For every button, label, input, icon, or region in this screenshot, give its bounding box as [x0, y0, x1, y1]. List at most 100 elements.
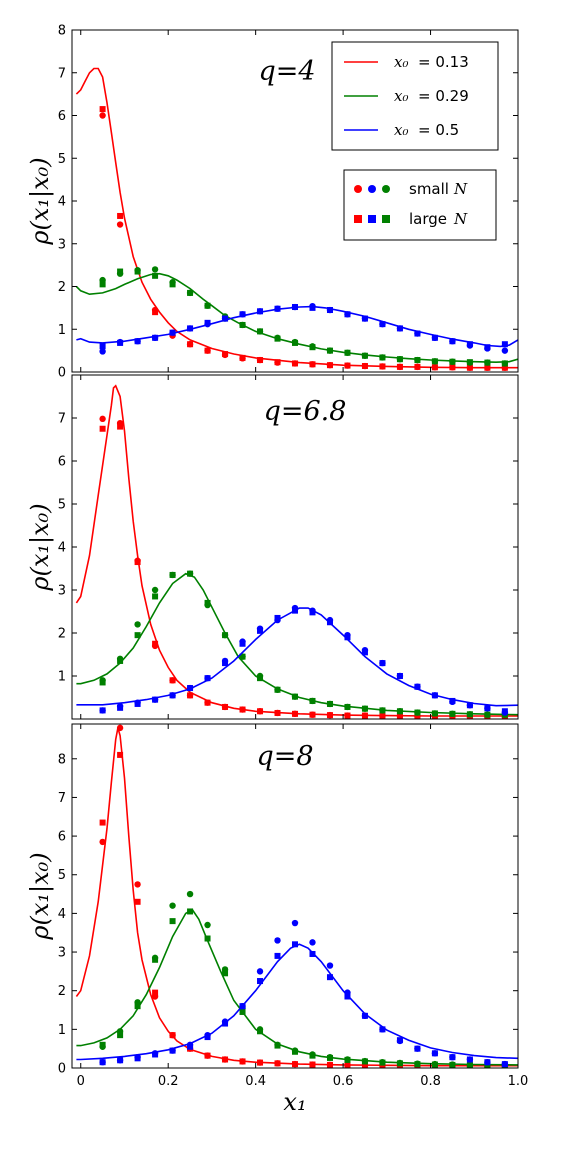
series-line — [75, 272, 518, 364]
point-large-n — [169, 1032, 176, 1039]
point-small-n — [134, 621, 141, 628]
point-large-n — [134, 898, 141, 905]
point-small-n — [169, 902, 176, 909]
point-large-n — [379, 363, 386, 370]
point-large-n — [414, 713, 421, 719]
point-large-n — [414, 363, 421, 370]
point-large-n — [449, 1061, 456, 1068]
y-tick-label: 8 — [58, 752, 66, 767]
point-large-n — [99, 106, 106, 113]
point-small-n — [291, 919, 299, 927]
legend-value: = 0.29 — [418, 87, 469, 105]
point-large-n — [326, 974, 333, 981]
point-large-n — [169, 692, 176, 699]
x-tick-label: 0.6 — [333, 1074, 354, 1089]
series-1 — [75, 724, 518, 1068]
point-large-n — [117, 268, 124, 275]
point-large-n — [152, 956, 159, 963]
point-large-n — [274, 709, 281, 716]
y-tick-label: 5 — [58, 498, 66, 513]
point-large-n — [414, 683, 421, 690]
point-large-n — [169, 677, 176, 684]
point-large-n — [431, 334, 438, 341]
point-large-n — [361, 705, 368, 712]
point-large-n — [169, 1047, 176, 1054]
point-large-n — [239, 1058, 246, 1065]
legend-box — [343, 169, 497, 241]
point-large-n — [309, 344, 316, 351]
point-large-n — [274, 335, 281, 342]
point-large-n — [274, 614, 281, 621]
point-large-n — [239, 354, 246, 361]
panel-3: 0 1 2 3 4 5 6 7 8 0 0.2 0.4 0.6 0.8 1.0 q=8 ρ(x₁|x₀) x₁ — [26, 723, 529, 1116]
point-small-n — [134, 881, 141, 888]
point-large-n — [414, 1061, 421, 1068]
legend-symbol: x₀ — [394, 121, 408, 139]
point-small-n — [116, 221, 124, 228]
point-large-n — [484, 364, 491, 371]
point-large-n — [274, 686, 281, 693]
point-large-n — [309, 304, 316, 311]
point-large-n — [326, 712, 333, 719]
legend-value: = 0.13 — [418, 53, 469, 71]
point-large-n — [431, 364, 438, 371]
point-small-n — [186, 890, 194, 898]
series-line — [75, 727, 518, 1067]
point-large-n — [431, 1061, 438, 1068]
x-tick-label: 0.2 — [158, 1074, 179, 1089]
series-2 — [75, 266, 518, 367]
point-large-n — [361, 712, 368, 719]
y-tick-label: 2 — [58, 627, 66, 642]
series-line — [75, 67, 518, 369]
point-large-n — [204, 935, 211, 942]
point-large-n — [361, 315, 368, 322]
point-large-n — [152, 989, 159, 996]
y-tick-label: 4 — [58, 195, 66, 210]
point-small-n — [151, 586, 159, 594]
series-3 — [76, 604, 518, 716]
point-large-n — [117, 1032, 124, 1039]
point-large-n — [257, 708, 264, 715]
point-large-n — [379, 1059, 386, 1066]
y-tick-label: 2 — [58, 984, 66, 999]
point-large-n — [344, 993, 351, 1000]
point-large-n — [466, 711, 473, 718]
point-large-n — [99, 425, 106, 432]
point-large-n — [501, 364, 508, 371]
legend-value: = 0.5 — [418, 121, 459, 139]
y-tick-label: 4 — [58, 541, 66, 556]
y-tick-label: 5 — [58, 152, 66, 167]
point-large-n — [449, 697, 456, 704]
series-2 — [76, 570, 518, 718]
point-large-n — [99, 1041, 106, 1048]
plot-frame — [71, 723, 519, 1069]
point-large-n — [501, 360, 508, 367]
legend-marker-circle — [354, 185, 362, 193]
y-tick-label: 4 — [58, 907, 66, 922]
point-large-n — [152, 593, 159, 600]
point-large-n — [99, 679, 106, 686]
point-large-n — [484, 359, 491, 366]
point-large-n — [239, 1008, 246, 1015]
y-tick-label: 3 — [58, 584, 66, 599]
legend-math: N — [453, 180, 468, 198]
point-large-n — [117, 657, 124, 664]
point-large-n — [134, 559, 141, 566]
chart-title: q=6.8 — [264, 396, 347, 427]
x-tick-label: 1.0 — [508, 1074, 529, 1089]
point-large-n — [361, 1012, 368, 1019]
point-large-n — [169, 918, 176, 925]
y-tick-label: 3 — [58, 946, 66, 961]
point-large-n — [187, 692, 194, 699]
y-tick-label: 6 — [58, 830, 66, 845]
point-large-n — [239, 321, 246, 328]
point-large-n — [326, 362, 333, 369]
point-large-n — [222, 632, 229, 639]
point-large-n — [466, 1061, 473, 1068]
chart-title: q=8 — [256, 741, 313, 772]
point-large-n — [361, 352, 368, 359]
y-tick-label: 0 — [58, 366, 66, 381]
point-large-n — [326, 700, 333, 707]
point-large-n — [257, 1059, 264, 1066]
